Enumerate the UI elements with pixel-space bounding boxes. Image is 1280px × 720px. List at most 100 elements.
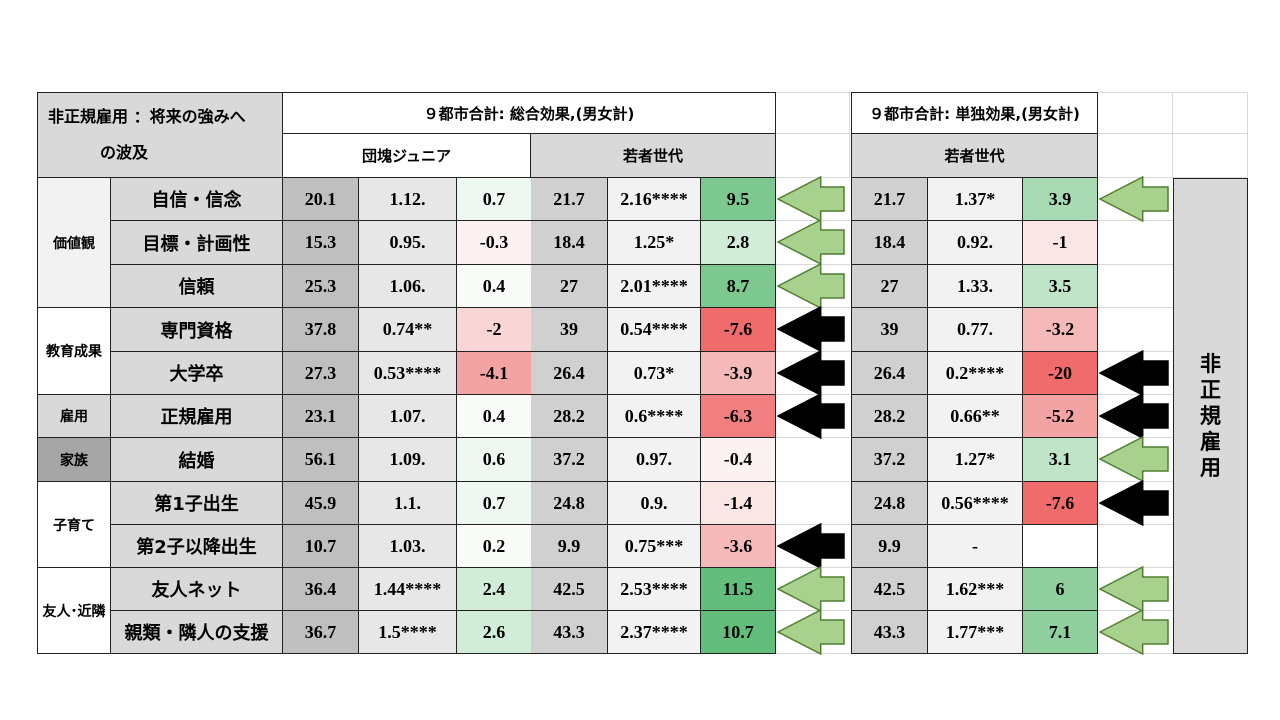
single-pct-cell: 24.8 xyxy=(851,482,928,525)
young-odds-cell: 2.53**** xyxy=(608,568,701,611)
dankai-pct-cell: 36.7 xyxy=(283,611,359,654)
single-pct-cell: 37.2 xyxy=(851,438,928,482)
young-pct-cell: 21.7 xyxy=(531,178,608,221)
dankai-pct-cell: 23.1 xyxy=(283,395,359,438)
young-pct-cell: 43.3 xyxy=(531,611,608,654)
row-label: 大学卒 xyxy=(111,352,283,395)
green-arrow-icon xyxy=(777,219,845,265)
black-arrow-icon xyxy=(777,393,845,439)
young-odds-cell: 0.9. xyxy=(608,482,701,525)
dankai-odds-cell: 1.1. xyxy=(359,482,457,525)
row-label: 第2子以降出生 xyxy=(111,525,283,568)
young-effect-cell: -0.4 xyxy=(701,438,776,482)
empty-header-cell xyxy=(776,92,850,134)
young-odds-cell: 0.75*** xyxy=(608,525,701,568)
arrow-column-cell xyxy=(776,395,850,438)
green-arrow-icon xyxy=(1099,436,1169,482)
green-arrow-icon xyxy=(777,263,845,309)
side-label-non-regular-employment: 非正規雇用 xyxy=(1173,178,1248,654)
arrow-column-cell xyxy=(1098,265,1173,308)
dankai-pct-cell: 27.3 xyxy=(283,352,359,395)
single-effect-header: ９都市合計: 単独効果,(男女計) xyxy=(851,92,1098,134)
green-arrow-icon xyxy=(777,176,845,222)
single-odds-cell: 0.92. xyxy=(928,221,1023,265)
dankai-odds-cell: 1.5**** xyxy=(359,611,457,654)
arrow-column-cell xyxy=(776,265,850,308)
single-odds-cell: 0.77. xyxy=(928,308,1023,352)
single-effect-cell: 6 xyxy=(1023,568,1098,611)
young-effect-cell: -1.4 xyxy=(701,482,776,525)
single-effect-cell: -3.2 xyxy=(1023,308,1098,352)
young-odds-cell: 0.97. xyxy=(608,438,701,482)
arrow-column-cell xyxy=(1098,308,1173,352)
young-pct-cell: 28.2 xyxy=(531,395,608,438)
total-effect-header: ９都市合計: 総合効果,(男女計) xyxy=(283,92,776,134)
green-arrow-icon xyxy=(777,609,845,655)
single-effect-cell: 3.5 xyxy=(1023,265,1098,308)
black-arrow-icon xyxy=(777,306,845,352)
young-pct-cell: 18.4 xyxy=(531,221,608,265)
arrow-column-cell xyxy=(776,352,850,395)
arrow-column-cell xyxy=(1098,178,1173,221)
empty-header-cell xyxy=(1173,134,1248,178)
single-pct-cell: 28.2 xyxy=(851,395,928,438)
row-label: 目標・計画性 xyxy=(111,221,283,265)
dankai-pct-cell: 56.1 xyxy=(283,438,359,482)
young-pct-cell: 27 xyxy=(531,265,608,308)
group-label: 教育成果 xyxy=(37,308,111,395)
empty-header-cell xyxy=(1173,92,1248,134)
dankai-effect-cell: -0.3 xyxy=(457,221,532,265)
dankai-odds-cell: 1.44**** xyxy=(359,568,457,611)
single-odds-cell: 1.33. xyxy=(928,265,1023,308)
table-border xyxy=(37,178,38,654)
group-label: 子育て xyxy=(37,482,111,568)
arrow-column-cell xyxy=(1098,568,1173,611)
young-pct-cell: 24.8 xyxy=(531,482,608,525)
dankai-effect-cell: 0.2 xyxy=(457,525,532,568)
arrow-column-cell xyxy=(1098,525,1173,568)
cohort-young-header: 若者世代 xyxy=(531,134,776,178)
green-arrow-icon xyxy=(777,566,845,612)
arrow-column-cell xyxy=(1098,482,1173,525)
group-label: 家族 xyxy=(37,438,111,482)
arrow-column-cell xyxy=(776,308,850,352)
black-arrow-icon xyxy=(777,523,845,569)
arrow-column-cell xyxy=(776,221,850,265)
side-label-char: 規 xyxy=(1200,404,1221,428)
arrow-column-cell xyxy=(1098,352,1173,395)
green-arrow-icon xyxy=(1099,566,1169,612)
single-odds-cell: 1.27* xyxy=(928,438,1023,482)
dankai-odds-cell: 1.09. xyxy=(359,438,457,482)
dankai-effect-cell: 0.4 xyxy=(457,395,532,438)
dankai-effect-cell: 0.4 xyxy=(457,265,532,308)
single-effect-cell xyxy=(1023,525,1098,568)
single-effect-cell: 7.1 xyxy=(1023,611,1098,654)
row-label: 正規雇用 xyxy=(111,395,283,438)
young-effect-cell: -6.3 xyxy=(701,395,776,438)
row-label: 結婚 xyxy=(111,438,283,482)
arrow-column-cell xyxy=(1098,395,1173,438)
single-effect-cell: -1 xyxy=(1023,221,1098,265)
single-pct-cell: 43.3 xyxy=(851,611,928,654)
young-effect-cell: 2.8 xyxy=(701,221,776,265)
single-odds-cell: - xyxy=(928,525,1023,568)
single-pct-cell: 39 xyxy=(851,308,928,352)
arrow-column-cell xyxy=(776,178,850,221)
single-odds-cell: 0.56**** xyxy=(928,482,1023,525)
group-label: 友人･近隣 xyxy=(37,568,111,654)
title-cell: 非正規雇用 ：将来の強みへ の波及 xyxy=(37,92,283,178)
young-effect-cell: 9.5 xyxy=(701,178,776,221)
single-odds-cell: 0.2**** xyxy=(928,352,1023,395)
single-effect-cell: -7.6 xyxy=(1023,482,1098,525)
dankai-odds-cell: 1.12. xyxy=(359,178,457,221)
green-arrow-icon xyxy=(1099,176,1169,222)
young-odds-cell: 2.37**** xyxy=(608,611,701,654)
young-effect-cell: -3.9 xyxy=(701,352,776,395)
dankai-pct-cell: 36.4 xyxy=(283,568,359,611)
young-effect-cell: 8.7 xyxy=(701,265,776,308)
young-effect-cell: 10.7 xyxy=(701,611,776,654)
arrow-column-cell xyxy=(776,438,850,482)
arrow-column-cell xyxy=(1098,438,1173,482)
arrow-column-cell xyxy=(776,525,850,568)
young-pct-cell: 26.4 xyxy=(531,352,608,395)
